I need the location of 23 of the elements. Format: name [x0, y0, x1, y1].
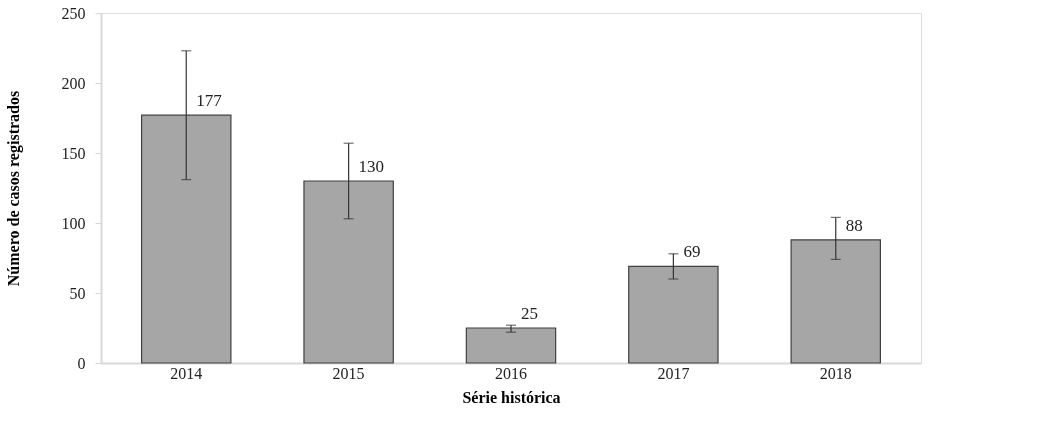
- x-tick-label: 2017: [657, 364, 690, 382]
- data-label: 130: [358, 157, 385, 176]
- y-tick-label: 200: [61, 74, 86, 92]
- x-tick-label: 2018: [819, 364, 852, 382]
- y-tick-label: 50: [69, 284, 86, 302]
- y-tick-label: 100: [61, 214, 86, 232]
- x-tick-label: 2015: [332, 364, 365, 382]
- y-tick-label: 0: [77, 354, 86, 372]
- x-axis-title: Série histórica: [462, 388, 561, 406]
- x-tick-label: 2014: [170, 364, 203, 382]
- data-label: 88: [845, 215, 863, 235]
- y-tick-label: 150: [61, 144, 86, 162]
- x-tick-label: 2016: [495, 364, 527, 382]
- bar: [790, 239, 882, 364]
- bar: [628, 265, 719, 364]
- data-label: 25: [521, 304, 538, 323]
- bar: [303, 180, 394, 364]
- data-label: 177: [196, 91, 223, 111]
- bar: [465, 327, 557, 364]
- data-label: 69: [683, 242, 701, 262]
- y-tick-label: 250: [61, 4, 86, 22]
- y-axis-title: Número de casos registrados: [4, 90, 23, 287]
- bar: [140, 114, 232, 364]
